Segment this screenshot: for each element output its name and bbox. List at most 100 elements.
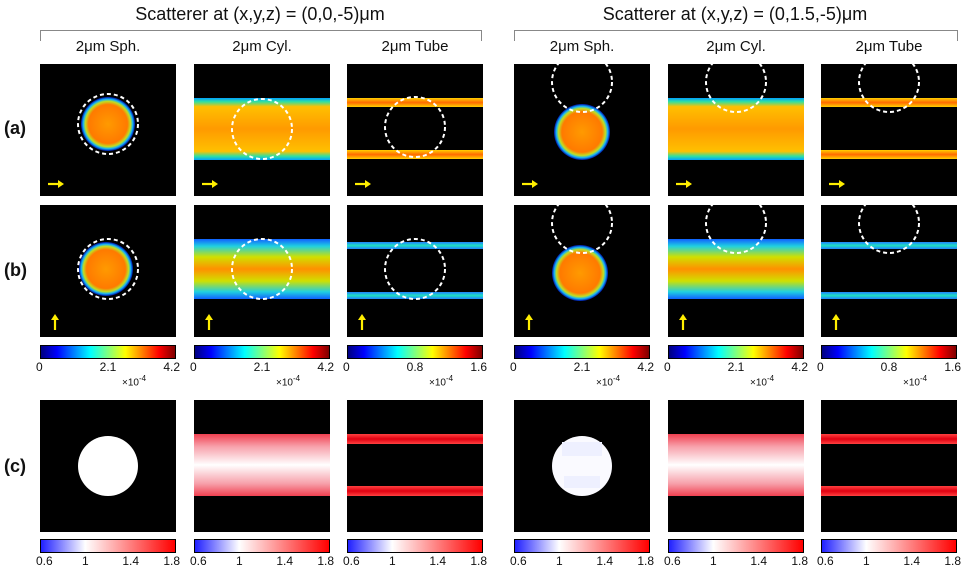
colorbar-tick-label: 0 (510, 360, 517, 374)
column-title-sphere-left: 2μm Sph. (75, 38, 141, 55)
colorbar-ratio (821, 539, 957, 553)
up-arrow-icon (523, 312, 535, 332)
colorbar-tick-label: 4.2 (317, 360, 334, 374)
colorbar-tick-label: 0.6 (190, 554, 207, 568)
colorbar-tick-label: 1.8 (470, 554, 487, 568)
colorbar-tick-label: 1 (862, 554, 870, 568)
colorbar-jet (514, 345, 650, 359)
panel-b-sphere-left (40, 205, 176, 337)
colorbar-multiplier: ×10-4 (276, 374, 301, 389)
colorbar-tick-label: 1.4 (276, 554, 293, 568)
up-arrow-icon (203, 312, 215, 332)
colorbar-tick-label: 0.6 (510, 554, 527, 568)
panel-c-tube-left (347, 400, 483, 532)
colorbar-tick-label: 0 (817, 360, 824, 374)
panel-b-tube-right (821, 205, 957, 337)
group-bracket-right (514, 30, 958, 41)
colorbar-tick-label: 1 (388, 554, 396, 568)
colorbar-ratio (40, 539, 176, 553)
column-title-tube-right: 2μm Tube (855, 38, 923, 55)
colorbar-tick-label: 2.1 (253, 360, 271, 374)
right-arrow-icon (674, 178, 694, 190)
colorbar-tick-label: 0 (664, 360, 671, 374)
group-title-left: Scatterer at (x,y,z) = (0,0,-5)μm (135, 4, 385, 24)
panel-b-sphere-right (514, 205, 650, 337)
colorbar-ratio (347, 539, 483, 553)
colorbar-ratio (514, 539, 650, 553)
panel-c-tube-right (821, 400, 957, 532)
colorbar-tick-label: 1.6 (944, 360, 961, 374)
colorbar-tick-label: 1.6 (470, 360, 487, 374)
group-bracket-left (40, 30, 482, 41)
colorbar-multiplier: ×10-4 (750, 374, 775, 389)
panel-a-sphere-left (40, 64, 176, 196)
colorbar-tick-label: 0.6 (36, 554, 53, 568)
column-title-cylinder-right: 2μm Cyl. (706, 38, 766, 55)
right-arrow-icon (200, 178, 220, 190)
colorbar-tick-label: 1.8 (637, 554, 654, 568)
colorbar-tick-label: 0.8 (880, 360, 898, 374)
colorbar-tick-label: 4.2 (637, 360, 654, 374)
panel-a-cylinder-left (194, 64, 330, 196)
colorbar-tick-label: 1.4 (750, 554, 767, 568)
colorbar-tick-label: 1 (81, 554, 89, 568)
column-title-tube-left: 2μm Tube (381, 38, 449, 55)
colorbar-multiplier: ×10-4 (122, 374, 147, 389)
up-arrow-icon (830, 312, 842, 332)
panel-c-cylinder-right (668, 400, 804, 532)
colorbar-tick-label: 1.8 (317, 554, 334, 568)
colorbar-tick-label: 0.6 (343, 554, 360, 568)
colorbar-tick-label: 4.2 (791, 360, 808, 374)
group-title-right: Scatterer at (x,y,z) = (0,1.5,-5)μm (602, 4, 868, 24)
colorbar-jet (668, 345, 804, 359)
up-arrow-icon (356, 312, 368, 332)
right-arrow-icon (520, 178, 540, 190)
colorbar-tick-label: 1.4 (596, 554, 613, 568)
colorbar-tick-label: 0 (343, 360, 350, 374)
colorbar-tick-label: 1 (555, 554, 563, 568)
colorbar-tick-label: 1 (235, 554, 243, 568)
colorbar-multiplier: ×10-4 (429, 374, 454, 389)
up-arrow-icon (49, 312, 61, 332)
colorbar-tick-label: 1.4 (122, 554, 139, 568)
colorbar-tick-label: 1 (709, 554, 717, 568)
colorbar-jet (194, 345, 330, 359)
panel-c-sphere-right (514, 400, 650, 532)
right-arrow-icon (353, 178, 373, 190)
colorbar-tick-label: 1.8 (944, 554, 961, 568)
up-arrow-icon (677, 312, 689, 332)
colorbar-multiplier: ×10-4 (903, 374, 928, 389)
colorbar-ratio (668, 539, 804, 553)
colorbar-jet (347, 345, 483, 359)
colorbar-tick-label: 0.8 (406, 360, 424, 374)
colorbar-tick-label: 2.1 (99, 360, 117, 374)
colorbar-tick-label: 0 (190, 360, 197, 374)
colorbar-tick-label: 0.6 (817, 554, 834, 568)
panel-b-tube-left (347, 205, 483, 337)
panel-a-tube-left (347, 64, 483, 196)
panel-c-sphere-left (40, 400, 176, 532)
colorbar-tick-label: 0 (36, 360, 43, 374)
colorbar-tick-label: 4.2 (163, 360, 180, 374)
column-title-cylinder-left: 2μm Cyl. (232, 38, 292, 55)
row-label-c: (c) (4, 456, 26, 476)
colorbar-tick-label: 1.4 (429, 554, 446, 568)
panel-c-cylinder-left (194, 400, 330, 532)
colorbar-ratio (194, 539, 330, 553)
colorbar-tick-label: 2.1 (573, 360, 591, 374)
column-title-sphere-right: 2μm Sph. (549, 38, 615, 55)
panel-a-tube-right (821, 64, 957, 196)
colorbar-multiplier: ×10-4 (596, 374, 621, 389)
panel-a-sphere-right (514, 64, 650, 196)
panel-b-cylinder-right (668, 205, 804, 337)
right-arrow-icon (827, 178, 847, 190)
colorbar-tick-label: 1.4 (903, 554, 920, 568)
panel-b-cylinder-left (194, 205, 330, 337)
colorbar-tick-label: 1.8 (791, 554, 808, 568)
colorbar-jet (40, 345, 176, 359)
colorbar-tick-label: 0.6 (664, 554, 681, 568)
right-arrow-icon (46, 178, 66, 190)
row-label-a: (a) (4, 118, 26, 138)
colorbar-tick-label: 1.8 (163, 554, 180, 568)
colorbar-jet (821, 345, 957, 359)
